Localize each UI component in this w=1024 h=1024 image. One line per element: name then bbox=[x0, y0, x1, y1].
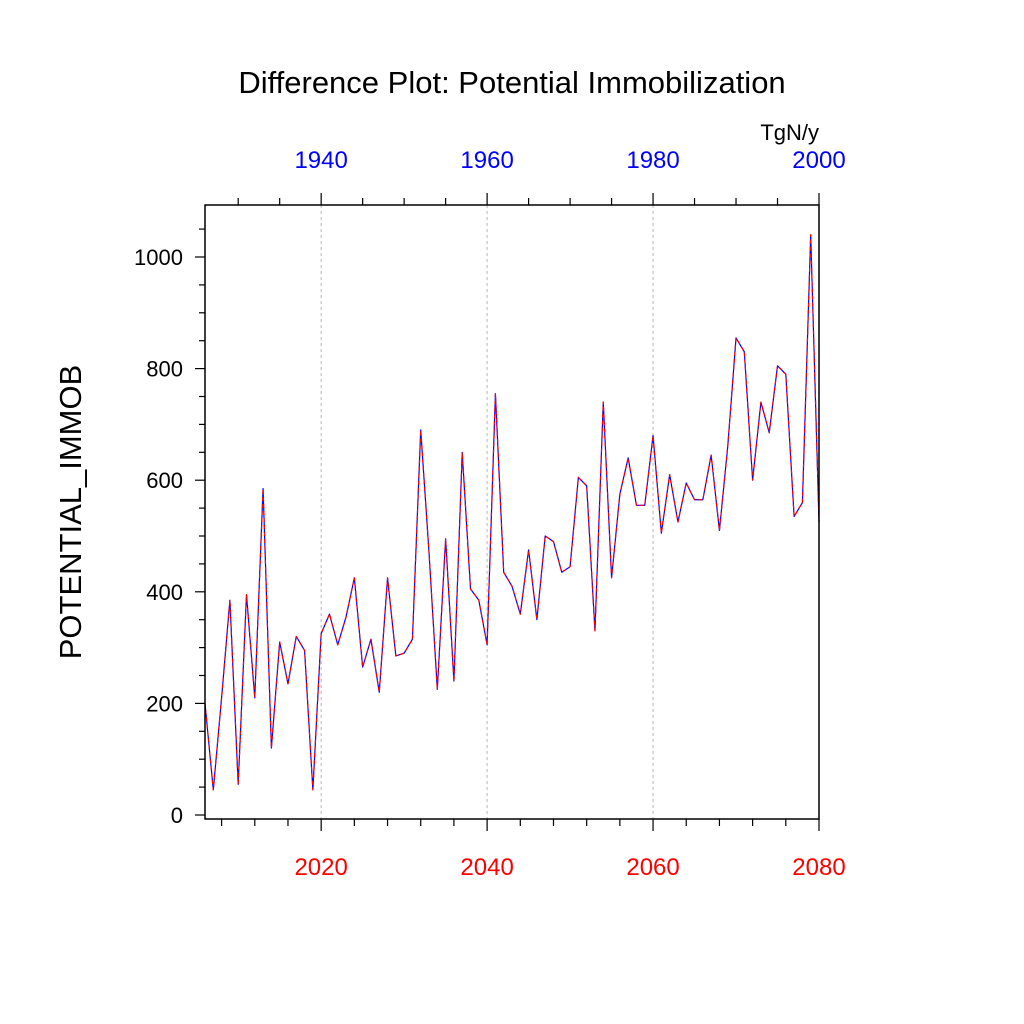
bottom-tick-label: 2020 bbox=[294, 854, 347, 881]
top-tick-label: 1980 bbox=[626, 147, 679, 174]
y-tick-label: 200 bbox=[146, 691, 183, 716]
top-tick-label: 2000 bbox=[792, 147, 845, 174]
plot-frame bbox=[204, 204, 820, 820]
y-axis-label: POTENTIAL_IMMOB bbox=[53, 365, 88, 660]
y-axis: 0 200 400 600 800 1000 bbox=[134, 228, 205, 828]
y-tick-label: 400 bbox=[146, 580, 183, 605]
top-tick-label: 1960 bbox=[460, 147, 513, 174]
bottom-tick-label: 2060 bbox=[626, 854, 679, 881]
series-lines bbox=[204, 234, 820, 791]
y-tick-label: 800 bbox=[146, 357, 183, 382]
grid-lines bbox=[320, 205, 654, 819]
top-x-axis: 1940 1960 1980 2000 bbox=[237, 147, 846, 205]
units-label: TgN/y bbox=[760, 120, 819, 145]
chart-title: Difference Plot: Potential Immobilizatio… bbox=[238, 65, 785, 100]
bottom-x-axis: 2020 2040 2060 2080 bbox=[220, 819, 846, 881]
y-tick-label: 0 bbox=[171, 803, 183, 828]
series-line-red bbox=[204, 234, 820, 791]
y-tick-label: 1000 bbox=[134, 245, 183, 270]
bottom-tick-label: 2080 bbox=[792, 854, 845, 881]
bottom-tick-label: 2040 bbox=[460, 854, 513, 881]
y-tick-label: 600 bbox=[146, 468, 183, 493]
series-line-blue bbox=[204, 234, 820, 791]
top-tick-label: 1940 bbox=[294, 147, 347, 174]
